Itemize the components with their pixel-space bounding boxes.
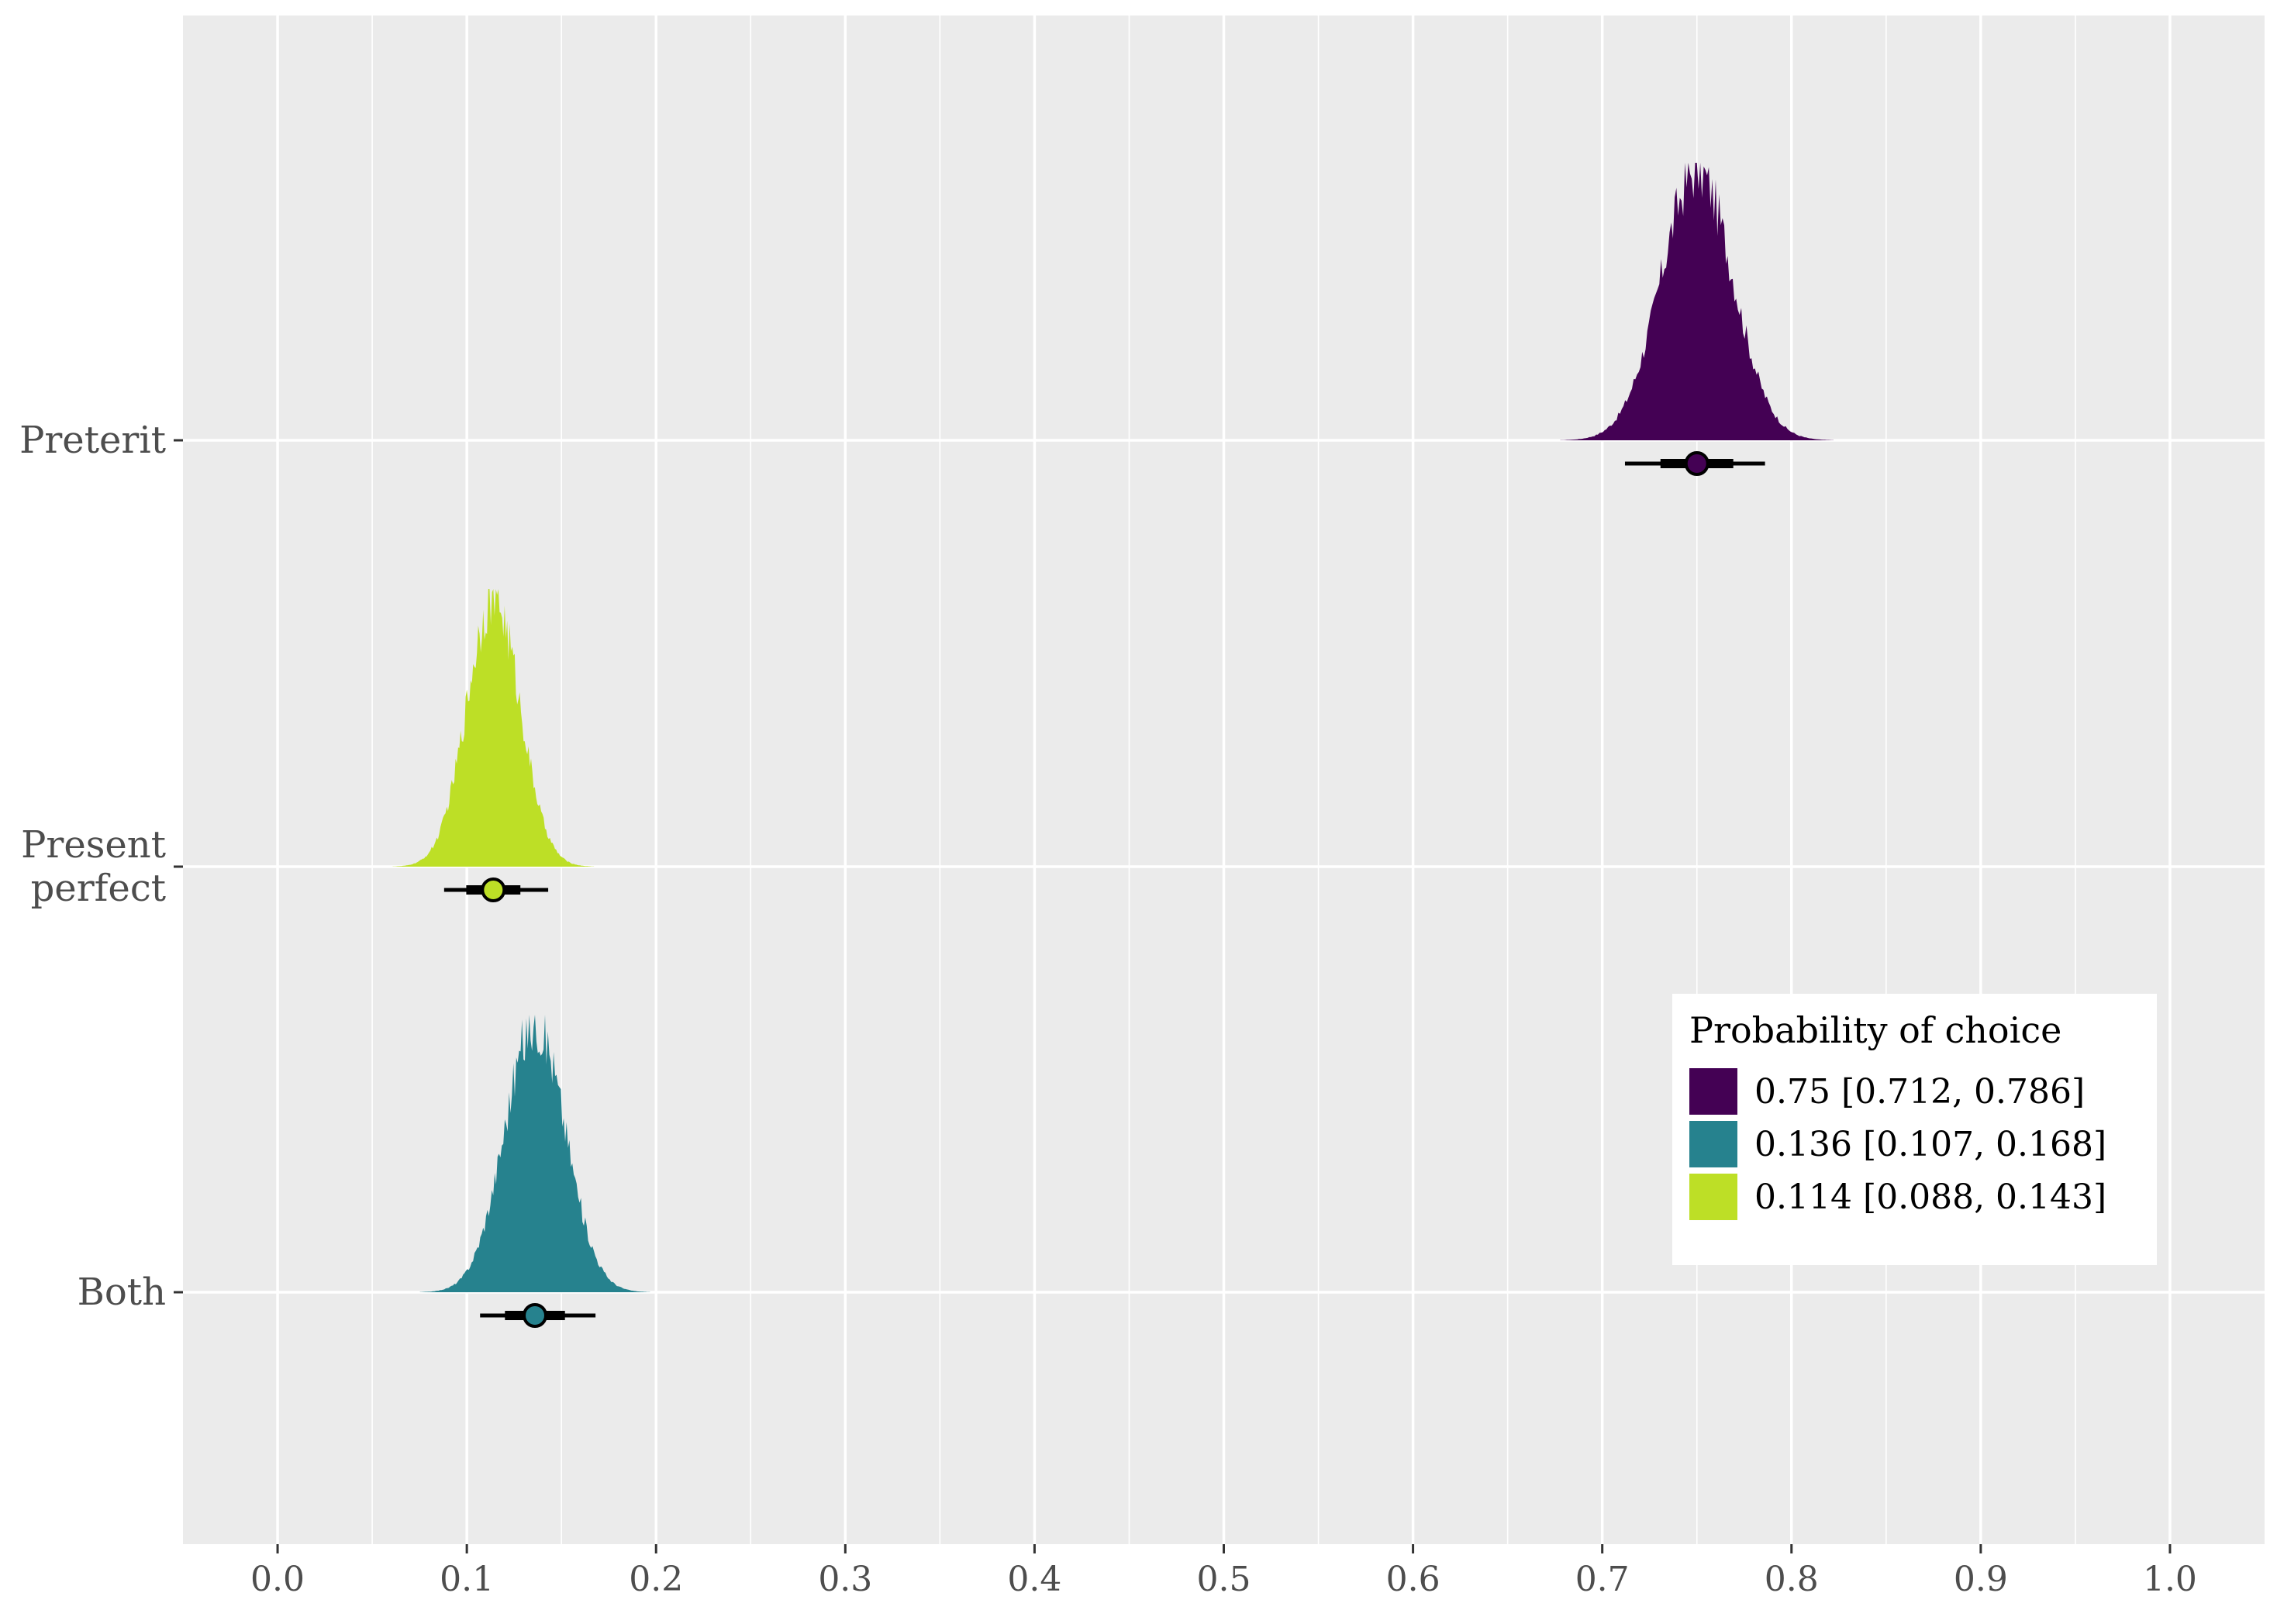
point-both: [523, 1303, 548, 1328]
y-tick-label: Both: [78, 1271, 166, 1314]
density-preterit: [1560, 163, 1834, 440]
x-tick-label: 0.2: [629, 1560, 683, 1599]
density-present-perfect: [392, 589, 595, 867]
x-tick-label: 0.8: [1765, 1560, 1819, 1599]
legend-title: Probability of choice: [1689, 1009, 2062, 1051]
density-layer: [392, 163, 1834, 1292]
x-tick-label: 0.9: [1954, 1560, 2008, 1599]
legend-label: 0.136 [0.107, 0.168]: [1754, 1124, 2107, 1164]
y-tick-label: Present: [21, 823, 166, 867]
x-tick-label: 0.0: [250, 1560, 305, 1599]
x-tick-label: 1.0: [2143, 1560, 2197, 1599]
legend-swatch: [1689, 1121, 1737, 1167]
legend: Probability of choice 0.75 [0.712, 0.786…: [1672, 994, 2157, 1265]
legend-swatch: [1689, 1068, 1737, 1115]
x-tick-label: 0.3: [818, 1560, 872, 1599]
x-tick-label: 0.6: [1386, 1560, 1440, 1599]
legend-label: 0.114 [0.088, 0.143]: [1754, 1177, 2107, 1217]
grid-lines: [183, 16, 2265, 1544]
axes: 0.0 0.1 0.2 0.3 0.4 0.5 0.6 0.7 0.8 0.9 1.0 Preteri…: [19, 419, 2197, 1599]
legend-swatch: [1689, 1174, 1737, 1220]
density-both: [419, 1015, 650, 1292]
point-preterit: [1684, 451, 1709, 476]
x-tick-label: 0.1: [440, 1560, 494, 1599]
legend-label: 0.75 [0.712, 0.786]: [1754, 1071, 2086, 1112]
y-tick-label: Preterit: [19, 419, 166, 462]
y-tick-label: perfect: [31, 867, 166, 910]
x-tick-label: 0.7: [1575, 1560, 1630, 1599]
legend-item-present-perfect: 0.114 [0.088, 0.143]: [1689, 1171, 2140, 1223]
legend-item-both: 0.136 [0.107, 0.168]: [1689, 1118, 2140, 1171]
point-present-perfect: [481, 878, 506, 902]
x-tick-label: 0.4: [1007, 1560, 1061, 1599]
x-tick-label: 0.5: [1197, 1560, 1251, 1599]
legend-item-preterit: 0.75 [0.712, 0.786]: [1689, 1065, 2140, 1118]
interval-layer: [443, 451, 1765, 1328]
